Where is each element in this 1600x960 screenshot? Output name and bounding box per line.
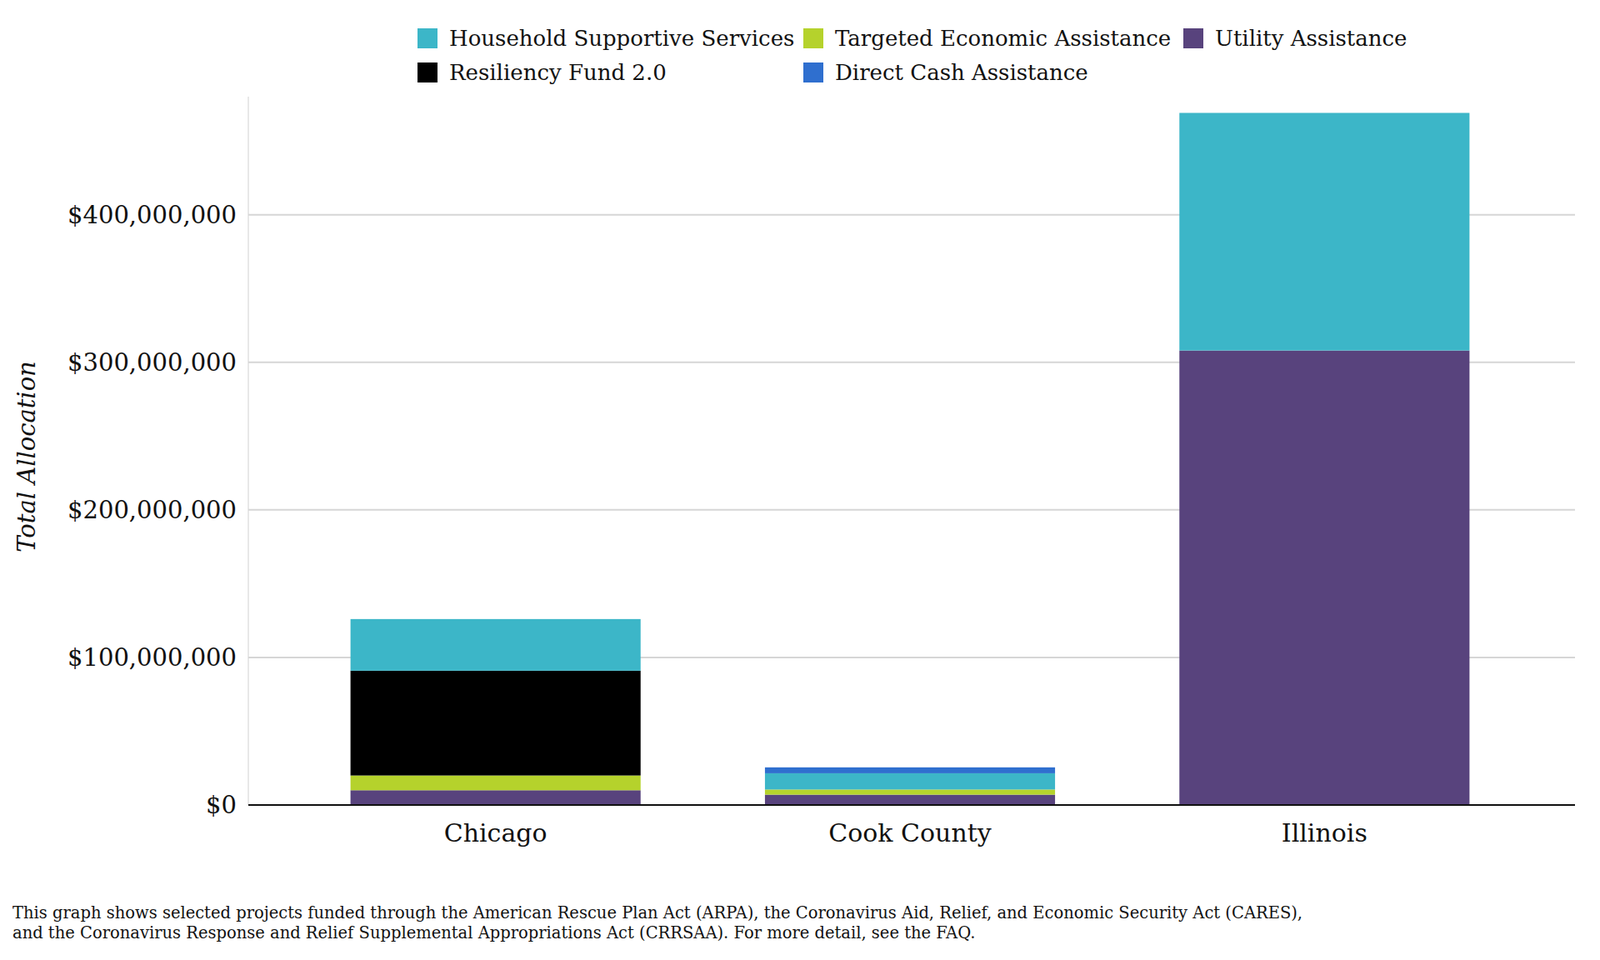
bar-segment [765,795,1055,805]
y-tick-label: $400,000,000 [67,200,237,230]
legend-label: Household Supportive Services [449,25,795,51]
bar-segment [765,773,1055,790]
y-tick-label: $100,000,000 [67,643,237,672]
footnote: and the Coronavirus Response and Relief … [12,923,975,943]
bar-segment [350,619,641,671]
y-axis-line [248,96,250,805]
x-tick-label: Cook County [828,818,992,848]
legend-label: Direct Cash Assistance [835,60,1089,85]
bar-segment [350,775,641,791]
bar-segment [1179,112,1470,350]
bar-segment [1179,112,1470,114]
legend-swatch [417,28,438,49]
bar-segment [765,789,1055,795]
x-tick-label: Illinois [1281,818,1368,848]
legend-swatch [1183,28,1204,49]
legend-swatch [417,62,438,83]
y-tick-label: $300,000,000 [67,348,237,377]
y-tick-label: $200,000,000 [67,495,237,525]
bar-segment [350,670,641,776]
bar-segment [1179,350,1470,805]
legend-swatch [803,62,824,83]
legend-label: Resiliency Fund 2.0 [449,60,667,85]
chart: $0 $100,000,000 $200,000,000 $300,000,000 $4… [0,0,1600,960]
y-axis-title: Total Allocation [12,360,41,553]
bar-segment [765,767,1055,774]
legend-label: Utility Assistance [1215,25,1407,51]
footnote: This graph shows selected projects funde… [12,903,1303,923]
bars [350,112,1470,805]
bar-segment [350,618,641,620]
y-tick-label: $0 [205,790,237,820]
x-axis-line [248,804,1575,806]
x-tick-label: Chicago [444,818,548,848]
bar-segment [350,790,641,805]
legend-label: Targeted Economic Assistance [835,25,1171,51]
legend: Utility Assistance Targeted Economic Assi… [417,25,1407,85]
baseline [248,804,1575,806]
legend-swatch [803,28,824,49]
